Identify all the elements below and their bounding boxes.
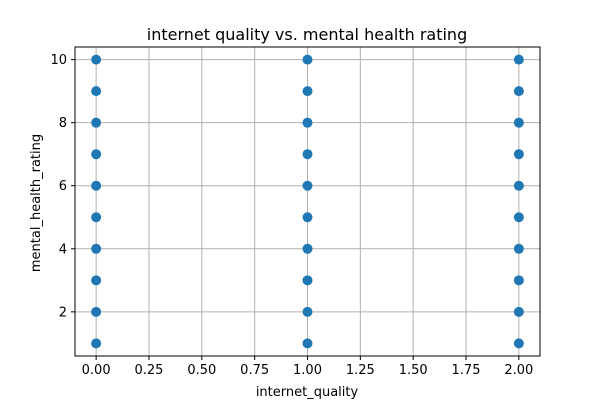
- data-point: [513, 117, 524, 128]
- data-point: [91, 86, 102, 97]
- data-point: [91, 275, 102, 286]
- data-point: [513, 86, 524, 97]
- x-axis-label: internet_quality: [256, 385, 359, 400]
- data-point: [302, 212, 313, 223]
- x-tick-label: 0.50: [187, 363, 216, 378]
- data-point: [513, 338, 524, 349]
- data-point: [302, 338, 313, 349]
- x-tick-label: 0.75: [240, 363, 269, 378]
- data-point: [91, 180, 102, 191]
- x-tick-label: 1.00: [293, 363, 322, 378]
- data-point: [302, 275, 313, 286]
- x-tick-label: 0.00: [82, 363, 111, 378]
- x-tick-label: 1.50: [399, 363, 428, 378]
- data-point: [513, 275, 524, 286]
- data-point: [91, 306, 102, 317]
- data-point: [91, 149, 102, 160]
- x-tick-label: 2.00: [504, 363, 533, 378]
- y-tick-label: 10: [50, 53, 67, 68]
- x-tick-label: 1.25: [346, 363, 375, 378]
- data-point: [302, 117, 313, 128]
- data-point: [91, 243, 102, 254]
- data-point: [302, 86, 313, 97]
- x-tick-label: 1.75: [452, 363, 481, 378]
- data-point: [513, 306, 524, 317]
- y-tick-label: 2: [59, 305, 67, 320]
- data-point: [513, 243, 524, 254]
- data-point: [513, 149, 524, 160]
- x-tick-label: 0.25: [135, 363, 164, 378]
- y-tick-label: 6: [59, 179, 67, 194]
- data-point: [91, 212, 102, 223]
- data-point: [91, 117, 102, 128]
- data-point: [302, 180, 313, 191]
- data-point: [302, 149, 313, 160]
- data-point: [91, 54, 102, 65]
- data-point: [302, 306, 313, 317]
- data-point: [513, 54, 524, 65]
- data-point: [302, 54, 313, 65]
- data-point: [513, 212, 524, 223]
- data-point: [91, 338, 102, 349]
- y-tick-label: 8: [59, 116, 67, 131]
- y-tick-label: 4: [59, 242, 67, 257]
- data-points: [91, 54, 524, 349]
- axis-ticks: 0.00 0.25 0.50 0.75 1.00 1.25 1.50 1.75 2.00 2 4 6 8…: [50, 53, 533, 378]
- data-point: [302, 243, 313, 254]
- data-point: [513, 180, 524, 191]
- chart-title: internet quality vs. mental health ratin…: [147, 25, 467, 44]
- y-axis-label: mental_health_rating: [29, 134, 44, 272]
